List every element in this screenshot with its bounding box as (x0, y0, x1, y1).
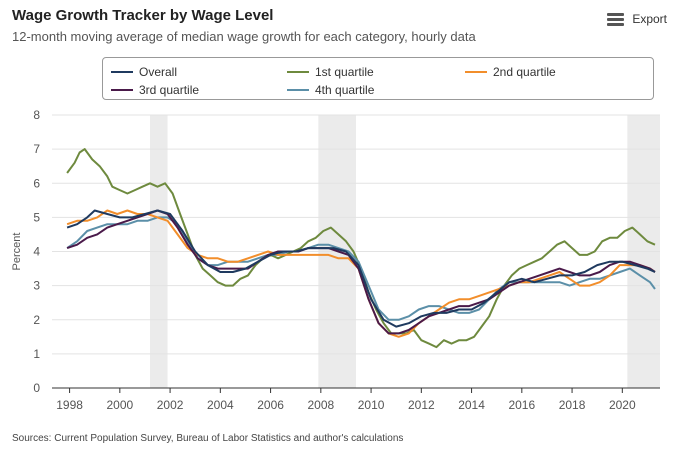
series-line-4th-quartile (66, 216, 656, 321)
legend-swatch (287, 89, 309, 91)
legend-item-1st-quartile[interactable]: 1st quartile (287, 65, 374, 79)
legend-label: 2nd quartile (493, 65, 556, 79)
y-tick-label: 1 (33, 347, 40, 361)
x-tick-label: 2000 (106, 398, 133, 412)
x-tick-label: 1998 (56, 398, 83, 412)
legend-item-overall[interactable]: Overall (111, 65, 177, 79)
legend-label: 3rd quartile (139, 83, 200, 97)
x-tick-label: 2016 (508, 398, 535, 412)
x-tick-label: 2004 (207, 398, 234, 412)
x-tick-label: 2006 (257, 398, 284, 412)
y-tick-label: 7 (33, 142, 40, 156)
y-tick-label: 6 (33, 176, 40, 190)
chart-legend: Overall 1st quartile 2nd quartile 3rd qu… (102, 57, 654, 100)
y-tick-label: 8 (33, 108, 40, 122)
legend-item-2nd-quartile[interactable]: 2nd quartile (465, 65, 556, 79)
x-tick-label: 2010 (358, 398, 385, 412)
export-label: Export (632, 12, 667, 26)
y-tick-label: 5 (33, 210, 40, 224)
x-tick-label: 2008 (307, 398, 334, 412)
x-tick-label: 2014 (458, 398, 485, 412)
legend-item-4th-quartile[interactable]: 4th quartile (287, 83, 374, 97)
chart-title: Wage Growth Tracker by Wage Level (12, 7, 274, 24)
x-tick-label: 2012 (408, 398, 435, 412)
y-tick-label: 4 (33, 245, 40, 259)
y-tick-label: 2 (33, 313, 40, 327)
series-line-overall (66, 209, 656, 328)
legend-label: Overall (139, 65, 178, 79)
y-tick-label: 0 (33, 381, 40, 395)
y-tick-label: 3 (33, 279, 40, 293)
legend-swatch (287, 71, 309, 73)
legend-label: 4th quartile (315, 83, 375, 97)
source-note: Sources: Current Population Survey, Bure… (12, 433, 404, 444)
hamburger-menu-icon (607, 12, 625, 26)
x-tick-label: 2002 (157, 398, 184, 412)
x-tick-label: 2018 (559, 398, 586, 412)
legend-swatch (465, 71, 487, 73)
chart-subtitle: 12-month moving average of median wage g… (12, 29, 476, 44)
export-button[interactable]: Export (607, 12, 667, 26)
x-tick-label: 2020 (609, 398, 636, 412)
y-axis-label: Percent (11, 233, 23, 271)
legend-label: 1st quartile (315, 65, 374, 79)
legend-item-3rd-quartile[interactable]: 3rd quartile (111, 83, 199, 97)
legend-swatch (111, 71, 133, 73)
legend-swatch (111, 89, 133, 91)
